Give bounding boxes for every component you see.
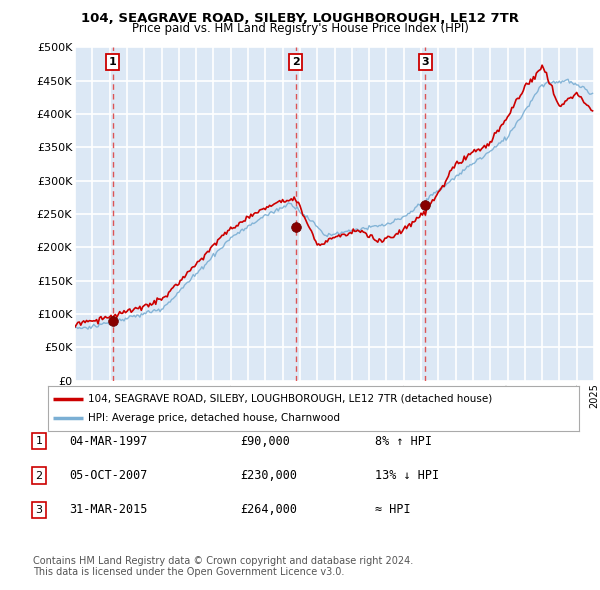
- Text: £264,000: £264,000: [240, 503, 297, 516]
- Text: £230,000: £230,000: [240, 469, 297, 482]
- Text: Price paid vs. HM Land Registry's House Price Index (HPI): Price paid vs. HM Land Registry's House …: [131, 22, 469, 35]
- Text: ≈ HPI: ≈ HPI: [375, 503, 410, 516]
- Text: HPI: Average price, detached house, Charnwood: HPI: Average price, detached house, Char…: [88, 414, 340, 423]
- Text: 2: 2: [292, 57, 299, 67]
- Text: 3: 3: [35, 505, 43, 514]
- Text: Contains HM Land Registry data © Crown copyright and database right 2024.: Contains HM Land Registry data © Crown c…: [33, 556, 413, 566]
- Text: 1: 1: [109, 57, 116, 67]
- Text: 2: 2: [35, 471, 43, 480]
- Text: This data is licensed under the Open Government Licence v3.0.: This data is licensed under the Open Gov…: [33, 567, 344, 577]
- Text: 1: 1: [35, 437, 43, 446]
- Text: 31-MAR-2015: 31-MAR-2015: [69, 503, 148, 516]
- Text: 8% ↑ HPI: 8% ↑ HPI: [375, 435, 432, 448]
- Text: £90,000: £90,000: [240, 435, 290, 448]
- Text: 05-OCT-2007: 05-OCT-2007: [69, 469, 148, 482]
- Text: 104, SEAGRAVE ROAD, SILEBY, LOUGHBOROUGH, LE12 7TR (detached house): 104, SEAGRAVE ROAD, SILEBY, LOUGHBOROUGH…: [88, 394, 492, 404]
- Text: 3: 3: [422, 57, 429, 67]
- Text: 04-MAR-1997: 04-MAR-1997: [69, 435, 148, 448]
- Text: 104, SEAGRAVE ROAD, SILEBY, LOUGHBOROUGH, LE12 7TR: 104, SEAGRAVE ROAD, SILEBY, LOUGHBOROUGH…: [81, 12, 519, 25]
- Text: 13% ↓ HPI: 13% ↓ HPI: [375, 469, 439, 482]
